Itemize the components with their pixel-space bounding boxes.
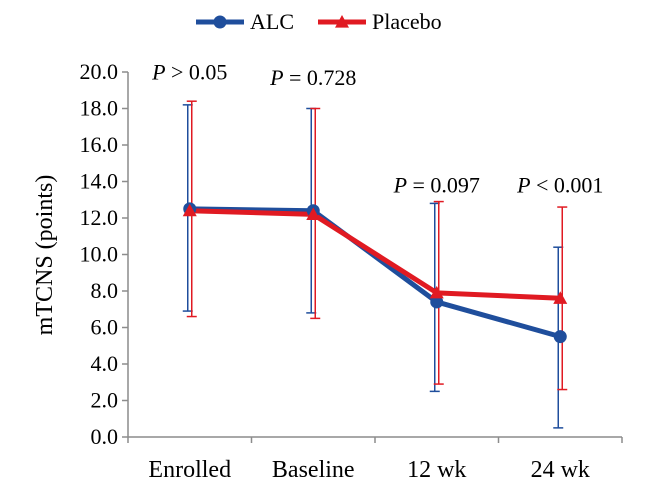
p-value-annotations: P > 0.05 P = 0.728 P = 0.097 P < 0.001 (151, 59, 603, 197)
y-tick-label: 0.0 (91, 424, 119, 449)
x-tick-label: 24 wk (531, 457, 590, 483)
x-tick-label: Enrolled (148, 457, 231, 483)
y-tick-label: 10.0 (80, 242, 119, 267)
error-bars (182, 100, 568, 429)
y-tick-label: 6.0 (91, 315, 119, 340)
p-value-label: P > 0.05 (151, 59, 227, 84)
y-tick-label: 16.0 (80, 132, 119, 157)
legend-marker-placebo (335, 15, 349, 28)
y-tick-label: 12.0 (80, 205, 119, 230)
y-tick-label: 8.0 (91, 278, 119, 303)
p-value-label: P = 0.097 (393, 172, 480, 197)
y-tick-label: 18.0 (80, 96, 119, 121)
x-axis-ticks: Enrolled Baseline 12 wk 24 wk (127, 437, 623, 483)
series-lines (189, 206, 561, 340)
y-tick-label: 2.0 (91, 388, 119, 413)
data-point-placebo (429, 285, 444, 299)
y-tick-label: 14.0 (80, 169, 119, 194)
legend-label-alc: ALC (250, 9, 294, 34)
legend-marker-alc (213, 15, 227, 29)
series-line-placebo (189, 208, 561, 301)
data-point-placebo (182, 203, 197, 217)
x-tick-label: Baseline (272, 457, 355, 483)
legend: ALC Placebo (196, 9, 442, 34)
series-markers (182, 202, 568, 344)
p-value-label: P < 0.001 (516, 172, 603, 197)
data-point-placebo (553, 291, 568, 304)
data-point-placebo (306, 207, 321, 220)
series-line-alc (189, 206, 561, 340)
data-point-alc (430, 295, 444, 309)
p-value-label: P = 0.728 (269, 65, 356, 90)
y-tick-label: 20.0 (80, 59, 119, 84)
data-point-alc (553, 330, 567, 344)
y-tick-label: 4.0 (91, 351, 119, 376)
y-axis-label: mTCNS (points) (32, 175, 58, 336)
legend-label-placebo: Placebo (372, 9, 442, 34)
y-axis-ticks: 0.0 2.0 4.0 6.0 8.0 10.0 12.0 14.0 16.0 18.0 20.0 (80, 59, 128, 449)
x-tick-label: 12 wk (407, 457, 466, 483)
